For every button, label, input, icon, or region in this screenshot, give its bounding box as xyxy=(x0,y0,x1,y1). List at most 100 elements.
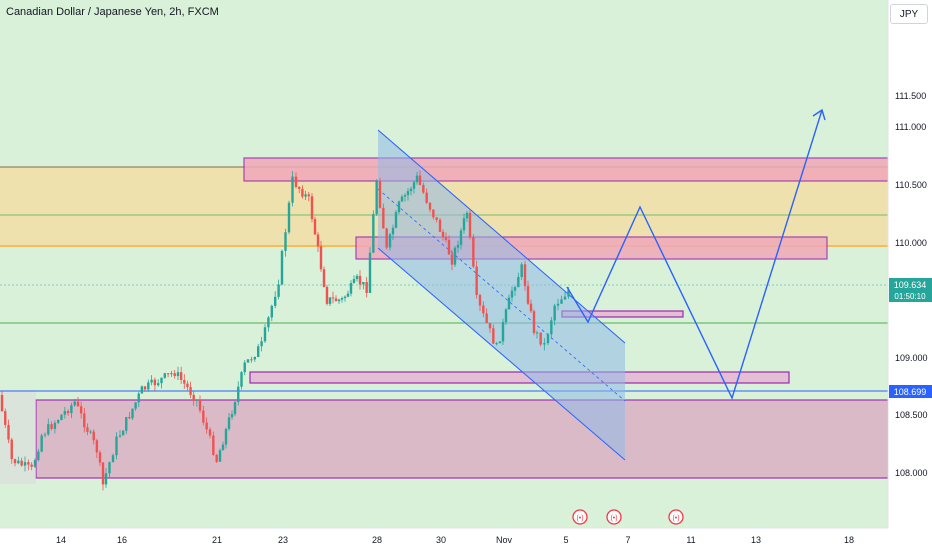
symbol-title[interactable]: Canadian Dollar / Japanese Yen, 2h, FXCM xyxy=(6,6,219,18)
candle-body xyxy=(33,460,37,467)
candle-body xyxy=(95,440,99,453)
candle-body xyxy=(104,473,108,485)
candle-body xyxy=(208,429,212,436)
time-label: 18 xyxy=(844,535,854,545)
time-label: 14 xyxy=(56,535,66,545)
marked-price-badge xyxy=(889,385,932,398)
candle-body xyxy=(453,247,457,265)
candle-body xyxy=(400,196,404,202)
candle-body xyxy=(368,252,372,293)
price-label: 110.500 xyxy=(895,180,927,190)
flag-icon-canada[interactable]: (•) xyxy=(572,509,588,525)
event-icons[interactable]: (•) (•) (•) xyxy=(572,509,684,525)
demand-zone[interactable] xyxy=(249,371,790,384)
time-label: 21 xyxy=(212,535,222,545)
candle-body xyxy=(447,239,451,255)
candle-body xyxy=(79,406,83,414)
candle-body xyxy=(523,264,527,287)
candle-body xyxy=(325,286,329,304)
candle-body xyxy=(50,424,53,429)
countdown-timer: 01:50:10 xyxy=(894,292,926,301)
candle-body xyxy=(349,283,353,294)
candle-body xyxy=(166,373,170,375)
candle-body xyxy=(319,246,323,270)
candle-body xyxy=(92,431,95,441)
current-price-value: 109.634 xyxy=(894,280,927,290)
candle-body xyxy=(394,212,398,228)
candle-body xyxy=(246,359,250,363)
candle-body xyxy=(441,231,445,238)
price-label: 111.000 xyxy=(895,122,926,132)
candle-body xyxy=(108,462,111,474)
candle-body xyxy=(492,328,495,344)
price-label: 108.500 xyxy=(895,410,928,420)
candle-body xyxy=(202,410,205,423)
candle-body xyxy=(13,459,17,464)
projection-path[interactable] xyxy=(566,109,823,400)
channel-top-line[interactable] xyxy=(377,129,626,344)
candle-body xyxy=(270,305,273,318)
candle-body xyxy=(147,382,150,390)
candle-body xyxy=(556,303,560,306)
candle-body xyxy=(274,296,277,306)
support-zone[interactable] xyxy=(35,399,889,479)
candle-body xyxy=(378,181,382,208)
price-label: 109.000 xyxy=(895,353,928,363)
channel-bottom-line[interactable] xyxy=(377,247,626,461)
flag-icon-canada[interactable]: (•) xyxy=(606,509,622,525)
candle-body xyxy=(520,264,523,277)
candle-body xyxy=(205,422,208,430)
candle-body xyxy=(260,341,263,347)
candle-body xyxy=(409,188,413,192)
candle-body xyxy=(340,298,344,300)
candle-body xyxy=(186,383,189,388)
candle-body xyxy=(501,322,505,342)
price-label: 108.000 xyxy=(895,468,928,478)
support-zone-left xyxy=(0,390,36,484)
candle-body xyxy=(160,377,163,384)
candle-body xyxy=(495,343,498,345)
candle-body xyxy=(372,214,375,253)
candle-body xyxy=(468,212,472,238)
candle-body xyxy=(131,408,134,419)
candle-body xyxy=(567,289,570,297)
candle-body xyxy=(543,343,546,345)
candle-body xyxy=(375,181,378,215)
candle-body xyxy=(355,275,359,280)
candle-body xyxy=(304,194,307,197)
candle-body xyxy=(428,202,432,210)
supply-zone[interactable] xyxy=(243,157,889,182)
candle-body xyxy=(438,219,442,232)
candle-body xyxy=(183,379,186,384)
candle-body xyxy=(73,401,76,406)
svg-text:(•): (•) xyxy=(610,515,617,522)
time-label: 28 xyxy=(372,535,382,545)
projection-arrow-icon xyxy=(812,108,826,121)
candle-body xyxy=(86,427,89,432)
time-axis[interactable] xyxy=(0,528,888,550)
candle-body xyxy=(382,207,385,229)
time-label: 7 xyxy=(625,535,630,545)
candle-body xyxy=(563,296,567,300)
candle-body xyxy=(337,299,341,302)
flag-icon-canada[interactable]: (•) xyxy=(668,509,684,525)
candle-body xyxy=(462,218,466,231)
candle-body xyxy=(240,372,243,387)
candle-body xyxy=(291,176,294,203)
price-axis[interactable] xyxy=(888,0,932,550)
candle-body xyxy=(465,212,469,219)
candle-body xyxy=(280,250,284,285)
candle-body xyxy=(277,284,280,297)
currency-button[interactable]: JPY xyxy=(890,4,928,24)
candle-body xyxy=(425,192,428,203)
candle-body xyxy=(66,411,70,414)
candle-body xyxy=(153,379,157,386)
candle-body xyxy=(233,402,237,415)
candle-body xyxy=(137,393,140,403)
candle-body xyxy=(435,217,438,220)
candle-body xyxy=(101,462,105,485)
candle-body xyxy=(115,436,118,456)
candle-body xyxy=(535,332,539,334)
